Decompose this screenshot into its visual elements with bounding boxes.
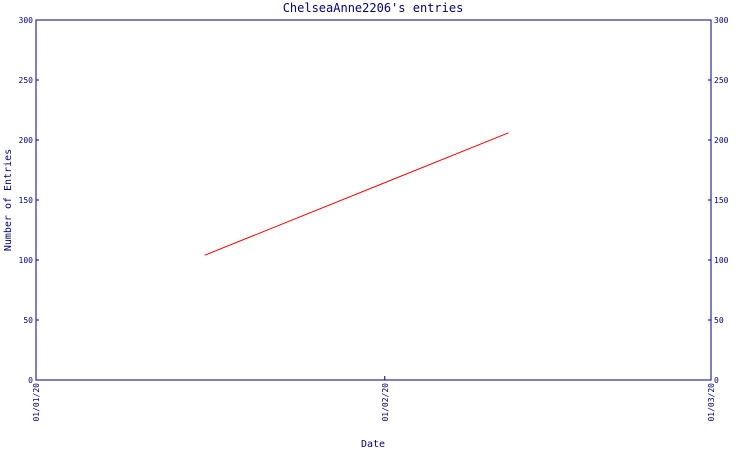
y-tick-label-right: 250	[714, 76, 729, 85]
series-layer	[204, 132, 509, 256]
y-tick-label-right: 50	[714, 316, 724, 325]
y-axis-label: Number of Entries	[3, 149, 14, 251]
x-tick-label: 01/01/20	[32, 383, 41, 422]
y-tick-label-right: 200	[714, 136, 729, 145]
y-tick-label-right: 100	[714, 256, 729, 265]
y-tick-label-left: 100	[19, 256, 34, 265]
y-tick-label-right: 300	[714, 16, 729, 25]
x-axis-label: Date	[361, 439, 385, 450]
x-tick-label: 01/02/20	[381, 383, 390, 422]
x-axis: 01/01/20 01/02/20 01/03/20	[32, 376, 716, 422]
left-y-axis: 0 50 100 150 200 250 300	[19, 16, 39, 385]
series-line	[204, 132, 509, 256]
right-y-axis: 0 50 100 150 200 250 300	[708, 16, 729, 385]
y-tick-label-right: 0	[714, 376, 719, 385]
x-tick-label: 01/03/20	[707, 383, 716, 422]
y-tick-label-left: 300	[19, 16, 34, 25]
chart-title: ChelseaAnne2206's entries	[283, 1, 464, 15]
y-tick-label-left: 0	[28, 376, 33, 385]
y-tick-label-left: 250	[19, 76, 34, 85]
y-tick-label-left: 50	[23, 316, 33, 325]
plot-area	[35, 19, 712, 381]
y-tick-label-right: 150	[714, 196, 729, 205]
y-tick-label-left: 200	[19, 136, 34, 145]
y-tick-label-left: 150	[19, 196, 34, 205]
